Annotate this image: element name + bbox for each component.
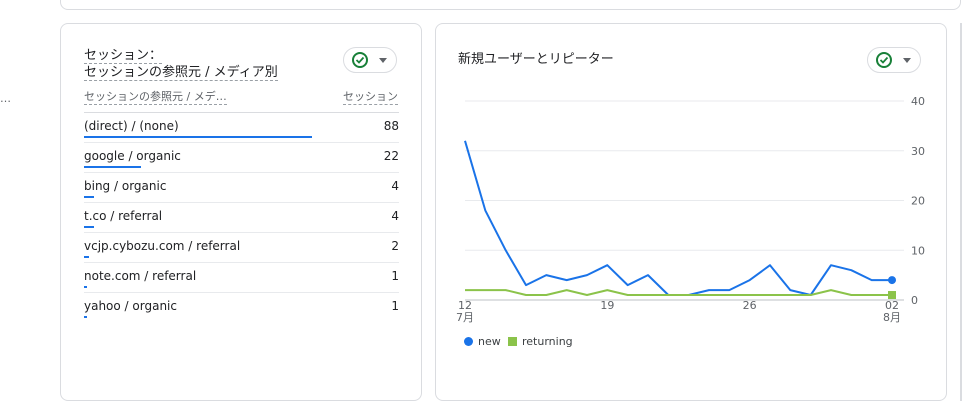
y-tick-label: 0: [911, 294, 918, 307]
check-circle-icon: [352, 52, 368, 68]
row-share-bar: [84, 286, 87, 288]
row-sessions-value: 1: [391, 299, 399, 313]
row-divider: [84, 142, 399, 143]
row-source-label: vcjp.cybozu.com / referral: [84, 239, 241, 253]
table-row[interactable]: note.com / referral 1: [84, 263, 399, 293]
next-card-edge: [960, 23, 962, 401]
y-tick-label: 20: [911, 195, 925, 208]
chart-title: 新規ユーザーとリピーター: [458, 52, 614, 67]
row-divider: [84, 172, 399, 173]
row-source-label: yahoo / organic: [84, 299, 177, 313]
series-endpoint-returning: [888, 291, 896, 300]
column-header-source[interactable]: セッションの参照元 / メデ…: [84, 90, 227, 105]
row-sessions-value: 1: [391, 269, 399, 283]
check-circle-icon: [876, 52, 892, 68]
dropdown-caret-icon: [903, 58, 911, 63]
table-row[interactable]: bing / organic 4: [84, 173, 399, 203]
dropdown-caret-icon: [379, 58, 387, 63]
legend-new-marker: [464, 337, 473, 346]
y-tick-label: 30: [911, 145, 925, 158]
row-share-bar: [84, 256, 89, 258]
legend-new-label[interactable]: new: [478, 335, 501, 348]
sessions-by-source-card: セッション： セッションの参照元 / メディア別 セッションの参照元 / メデ……: [60, 23, 422, 401]
legend-returning-label[interactable]: returning: [522, 335, 573, 348]
y-tick-label: 40: [911, 95, 925, 108]
row-source-label: google / organic: [84, 149, 181, 163]
series-line-returning: [465, 289, 892, 296]
truncated-nav-label: …: [0, 92, 11, 105]
compare-status-button[interactable]: [343, 47, 397, 73]
x-tick-label: 12: [458, 299, 472, 312]
row-share-bar: [84, 166, 141, 168]
row-share-bar: [84, 196, 94, 198]
compare-status-button[interactable]: [867, 47, 921, 73]
row-share-bar: [84, 226, 94, 228]
table-row[interactable]: google / organic 22: [84, 143, 399, 173]
row-source-label: bing / organic: [84, 179, 167, 193]
row-divider: [84, 232, 399, 233]
row-sessions-value: 2: [391, 239, 399, 253]
left-nav-edge: …: [0, 0, 60, 401]
table-row[interactable]: t.co / referral 4: [84, 203, 399, 233]
header-divider: [84, 112, 399, 113]
table-row[interactable]: vcjp.cybozu.com / referral 2: [84, 233, 399, 263]
x-tick-label: 02: [885, 299, 899, 312]
row-sessions-value: 22: [383, 149, 399, 163]
row-source-label: (direct) / (none): [84, 119, 179, 133]
row-sessions-value: 88: [383, 119, 399, 133]
upper-card-edge: [60, 0, 961, 10]
table-row[interactable]: yahoo / organic 1: [84, 293, 399, 323]
card-title-dimension[interactable]: セッションの参照元 / メディア別: [84, 65, 278, 81]
row-divider: [84, 262, 399, 263]
column-header-sessions[interactable]: セッション: [343, 90, 398, 105]
series-line-new: [464, 140, 892, 296]
table-row[interactable]: (direct) / (none) 88: [84, 113, 399, 143]
row-sessions-value: 4: [391, 179, 399, 193]
card-title-metric[interactable]: セッション：: [84, 48, 163, 64]
y-tick-label: 10: [911, 244, 925, 257]
row-divider: [84, 202, 399, 203]
row-divider: [84, 292, 399, 293]
series-endpoint-new: [888, 276, 896, 285]
row-share-bar: [84, 316, 87, 318]
new-vs-returning-users-card: 新規ユーザーとリピーター 0 10 20 30 40 12 7月 19 26 02 8月 new r…: [435, 23, 947, 401]
x-tick-month-label: 8月: [883, 311, 901, 324]
x-tick-month-label: 7月: [456, 311, 474, 324]
row-source-label: note.com / referral: [84, 269, 197, 283]
row-source-label: t.co / referral: [84, 209, 163, 223]
row-sessions-value: 4: [391, 209, 399, 223]
x-tick-label: 19: [600, 299, 614, 312]
legend-returning-marker: [508, 337, 517, 346]
x-tick-label: 26: [743, 299, 757, 312]
row-share-bar: [84, 136, 312, 138]
